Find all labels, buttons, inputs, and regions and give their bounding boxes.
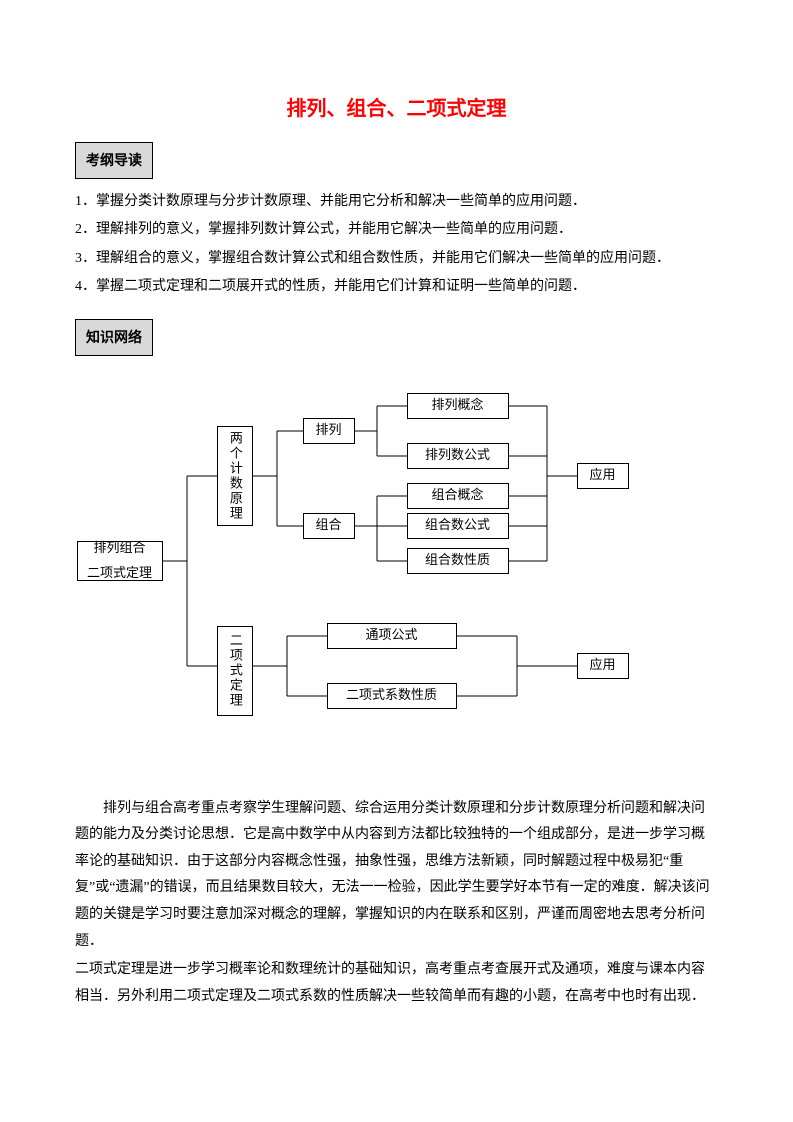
node-permutation-concept: 排列概念 (407, 393, 509, 419)
node-combination: 组合 (303, 513, 355, 539)
page-title: 排列、组合、二项式定理 (75, 90, 718, 128)
node-combination-formula: 组合数公式 (407, 513, 509, 539)
node-application-2: 应用 (577, 653, 629, 679)
node-combination-property: 组合数性质 (407, 548, 509, 574)
node-permutation-formula: 排列数公式 (407, 443, 509, 469)
section-outline-label: 考纲导读 (75, 142, 153, 179)
section-network-label: 知识网络 (75, 319, 153, 356)
outline-item-3: 3．理解组合的意义，掌握组合数计算公式和组合数性质，并能用它们解决一些简单的应用… (75, 246, 718, 273)
body-paragraph-1: 排列与组合高考重点考察学生理解问题、综合运用分类计数原理和分步计数原理分析问题和… (75, 796, 718, 956)
node-binomial-theorem: 二项式定理 (217, 626, 253, 716)
outline-item-4: 4．掌握二项式定理和二项展开式的性质，并能用它们计算和证明一些简单的问题． (75, 274, 718, 301)
body-paragraph-2: 二项式定理是进一步学习概率论和数理统计的基础知识，高考重点考查展开式及通项，难度… (75, 957, 718, 1010)
node-general-term: 通项公式 (327, 623, 457, 649)
node-application-1: 应用 (577, 463, 629, 489)
outline-item-2: 2．理解排列的意义，掌握排列数计算公式，并能用它解决一些简单的应用问题． (75, 217, 718, 244)
node-coefficient-property: 二项式系数性质 (327, 683, 457, 709)
outline-item-1: 1．掌握分类计数原理与分步计数原理、并能用它分析和解决一些简单的应用问题． (75, 189, 718, 216)
node-permutation: 排列 (303, 418, 355, 444)
node-combination-concept: 组合概念 (407, 483, 509, 509)
node-counting-principles: 两个计数原理 (217, 426, 253, 526)
node-root: 排列组合 二项式定理 (77, 541, 163, 581)
knowledge-network-diagram: 排列组合 二项式定理 两个计数原理 二项式定理 排列 组合 排列概念 排列数公式… (77, 376, 717, 756)
